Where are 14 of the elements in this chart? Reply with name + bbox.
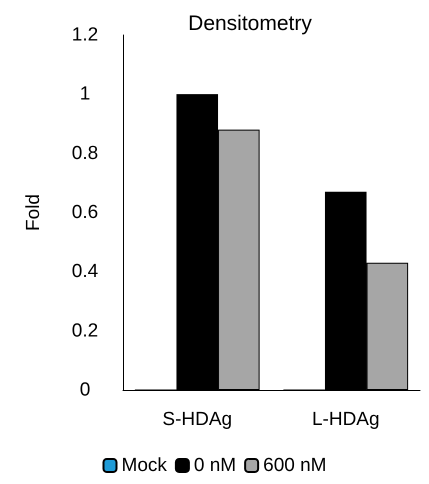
legend-label: Mock	[121, 455, 168, 476]
y-tick-label: 0.4	[72, 261, 99, 282]
legend-label: 600 nM	[263, 455, 327, 476]
x-tick-label: S-HDAg	[162, 409, 232, 430]
y-tick-label: 0.2	[72, 320, 98, 342]
x-tick-label: L-HDAg	[312, 409, 380, 430]
y-tick-label: 1.2	[72, 24, 98, 46]
chart-title: Densitometry	[188, 12, 312, 35]
y-tick-label: 1	[80, 84, 90, 105]
legend-label: 0 nM	[194, 455, 236, 476]
y-axis-title: Fold	[23, 194, 44, 231]
y-tick-label: 0.8	[72, 142, 98, 164]
y-tick-label: 0.6	[72, 202, 98, 223]
y-tick-label: 0	[80, 380, 90, 400]
